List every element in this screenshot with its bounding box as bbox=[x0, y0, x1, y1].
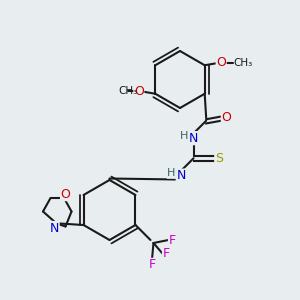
Text: H: H bbox=[180, 131, 188, 141]
Text: CH₃: CH₃ bbox=[118, 86, 137, 96]
Text: S: S bbox=[215, 152, 223, 165]
Text: H: H bbox=[167, 168, 176, 178]
Text: O: O bbox=[221, 111, 231, 124]
Text: CH₃: CH₃ bbox=[234, 58, 253, 68]
Text: N: N bbox=[50, 221, 59, 235]
Text: N: N bbox=[189, 132, 198, 145]
Text: N: N bbox=[176, 169, 186, 182]
Text: F: F bbox=[148, 258, 155, 272]
Text: F: F bbox=[169, 233, 176, 247]
Text: F: F bbox=[163, 247, 170, 260]
Text: O: O bbox=[216, 56, 226, 69]
Text: O: O bbox=[61, 188, 70, 201]
Text: O: O bbox=[134, 85, 144, 98]
